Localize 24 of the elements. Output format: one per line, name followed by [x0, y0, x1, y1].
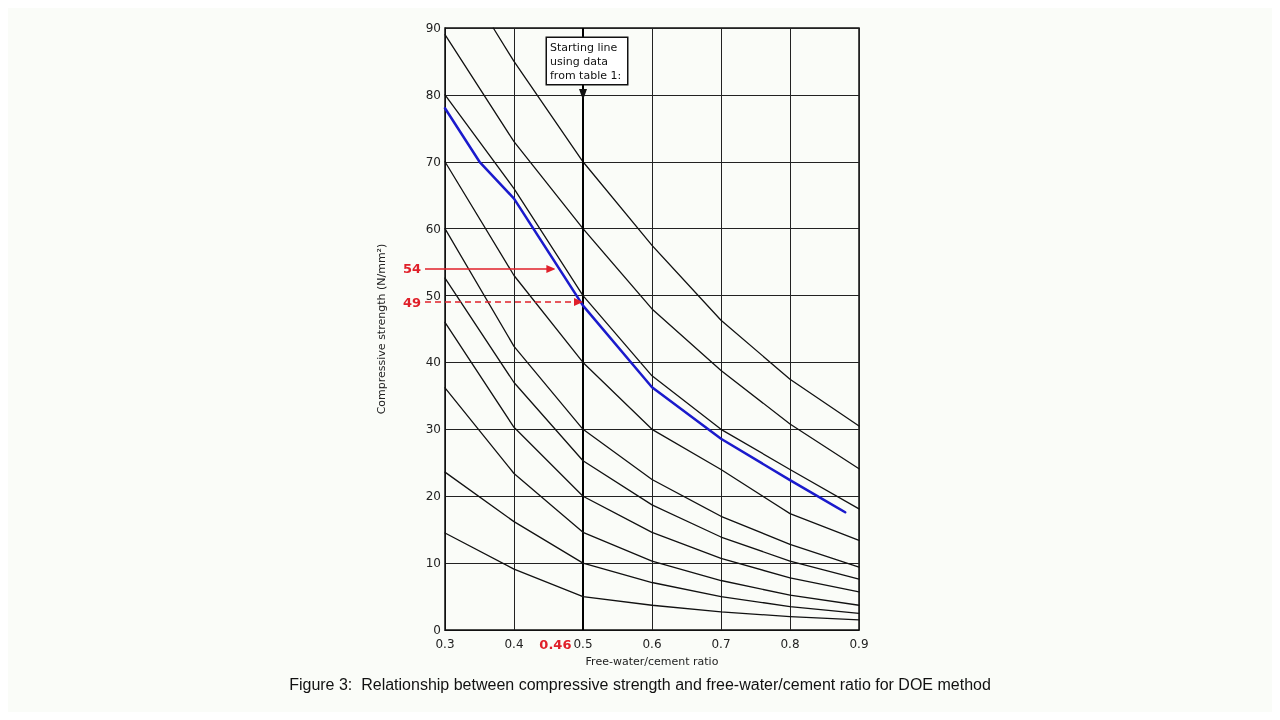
x-axis-title: Free-water/cement ratio [585, 655, 719, 668]
y-tick-label: 10 [425, 556, 441, 571]
y-tick-label: 20 [425, 489, 441, 504]
text: 0.46 [539, 637, 572, 652]
x-tick-label: 0.7 [711, 637, 731, 651]
x-tick-label: 0.9 [849, 637, 869, 651]
y-tick-label: 80 [425, 87, 441, 102]
x-tick-label: 0.6 [642, 637, 662, 651]
annotation: 49 [402, 294, 421, 310]
y-tick-label: 60 [425, 221, 441, 236]
y-tick-label: 40 [425, 355, 441, 370]
x-tick-label: 0.8 [780, 637, 800, 651]
y-tick-label: 0 [433, 623, 441, 637]
text: Figure 3: Relationship between compressive strength and free-water/cement ratio for DOE method [289, 675, 991, 693]
y-tick-label: 50 [425, 288, 441, 303]
y-tick-label: 30 [425, 422, 441, 437]
y-tick-label: 70 [425, 154, 441, 169]
x-tick-label: 0.4 [504, 637, 524, 651]
ref-line-label: Starting line using data from table 1: [550, 40, 622, 82]
y-tick-label: 90 [425, 21, 441, 35]
x-tick-label: 0.3 [435, 637, 455, 651]
annotation: 54 [402, 261, 421, 277]
y-axis-title: Compressive strength (N/mm²) [375, 243, 388, 415]
x-tick-label: 0.5 [573, 637, 593, 651]
